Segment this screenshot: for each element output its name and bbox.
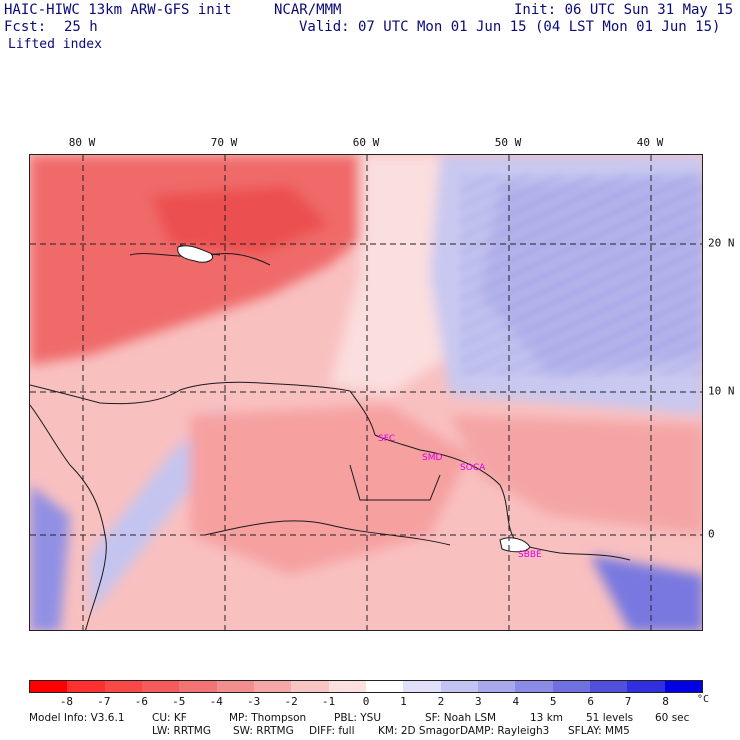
pacific-positive-region (30, 485, 70, 630)
forecast-hour: 25 h (64, 19, 98, 35)
graticule (30, 155, 702, 630)
lat-label-10n: 10 N (708, 384, 735, 398)
andes-positive-streak (90, 405, 220, 615)
colorbar (29, 680, 703, 693)
place-label-sbbe: SBBE (518, 550, 542, 560)
footer-sflay: SFLAY: MM5 (568, 725, 630, 737)
amazon-river (204, 520, 451, 546)
lon-label-50w: 50 W (494, 136, 522, 149)
lon-label-40w: 40 W (636, 136, 664, 149)
lifted-index-map: SFC SMD SOCA SBBE (29, 154, 703, 631)
neutral-band (330, 155, 460, 395)
colorbar-swatch (664, 681, 702, 692)
lon-label-80w: 80 W (68, 136, 96, 149)
colorbar-swatch (30, 681, 68, 692)
colorbar-tick-label: 4 (512, 695, 520, 708)
lon-label-60w: 60 W (352, 136, 380, 149)
colorbar-swatch (477, 681, 516, 692)
guiana-negative-region (450, 415, 702, 535)
core-negative-region (150, 185, 330, 255)
colorbar-swatch (328, 681, 366, 692)
colorbar-swatch (179, 681, 217, 692)
colorbar-tick-label: -3 (247, 695, 261, 708)
place-label-soca: SOCA (460, 463, 486, 473)
colorbar-swatch (253, 681, 292, 692)
footer-sw: SW: RRTMG (233, 725, 294, 737)
footer-km: KM: 2D Smagor (378, 725, 460, 737)
colorbar-swatch (403, 681, 441, 692)
colorbar-tick-label: 3 (475, 695, 482, 708)
footer-resolution: 13 km (530, 712, 564, 724)
model-title: HAIC-HIWC 13km ARW-GFS init (4, 2, 232, 18)
footer-pbl: PBL: YSU (334, 712, 382, 724)
colorbar-swatch (440, 681, 478, 692)
colorbar-swatch (291, 681, 329, 692)
place-label-smd: SMD (422, 453, 442, 463)
footer-mp: MP: Thompson (229, 712, 307, 724)
lat-label-20n: 20 N (708, 236, 735, 250)
colorbar-tick-label: -4 (209, 695, 223, 708)
se-positive-corner (590, 555, 702, 630)
footer-damp: DAMP: Rayleigh3 (460, 725, 550, 737)
footer-timestep: 60 sec (655, 712, 690, 724)
colorbar-tick-label: -2 (284, 695, 298, 708)
footer-levels: 51 levels (586, 712, 634, 724)
colorbar-unit: °C (697, 694, 710, 705)
marajo-island (499, 537, 531, 553)
colorbar-tick-label: 8 (662, 695, 669, 708)
colorbar-swatch (141, 681, 180, 692)
valid-time: Valid: 07 UTC Mon 01 Jun 15 (04 LST Mon … (299, 19, 721, 35)
colorbar-tick-label: -1 (321, 695, 336, 708)
forecast-label: Fcst: (4, 19, 47, 35)
colorbar-swatch (552, 681, 590, 692)
colorbar-swatch (104, 681, 142, 692)
colorbar-tick-label: 7 (624, 695, 632, 708)
field-name: Lifted index (8, 37, 102, 52)
colorbar-tick-label: 6 (587, 695, 594, 708)
colorbar-swatch (515, 681, 553, 692)
colorbar-tick-label: -6 (134, 695, 148, 708)
colorbar-tick-label: 5 (549, 695, 557, 708)
footer-diff: DIFF: full (309, 725, 355, 737)
colorbar-tick-label: 2 (437, 695, 445, 708)
colorbar-swatch (67, 681, 105, 692)
footer-model-info: Model Info: V3.6.1 (29, 712, 125, 724)
colorbar-swatch (627, 681, 665, 692)
hispaniola-island (177, 245, 214, 263)
org-label: NCAR/MMM (274, 2, 342, 18)
colorbar-swatch (365, 681, 404, 692)
colorbar-tick-label: 1 (400, 695, 407, 708)
colorbar-swatch (216, 681, 254, 692)
init-time: Init: 06 UTC Sun 31 May 15 (514, 2, 734, 18)
place-label-sfc: SFC (378, 434, 395, 444)
footer-sf: SF: Noah LSM (425, 712, 497, 724)
lat-label-0: 0 (708, 527, 715, 541)
amazon-negative-region (190, 405, 470, 575)
footer-cu: CU: KF (152, 712, 187, 724)
white-islands (177, 245, 531, 553)
border-line (349, 464, 441, 501)
colorbar-swatch (589, 681, 628, 692)
colorbar-tick-label: -8 (59, 695, 74, 708)
guianas-coast (349, 390, 516, 541)
colorbar-tick-label: 0 (362, 695, 370, 708)
streak-texture (460, 175, 702, 375)
colorbar-tick-label: -5 (172, 695, 186, 708)
pacific-coast (30, 404, 107, 630)
map-canvas: SFC SMD SOCA SBBE (30, 155, 702, 630)
venezuela-coast (30, 381, 351, 405)
colorbar-tick-label: -7 (97, 695, 111, 708)
lon-label-70w: 70 W (210, 136, 238, 149)
footer-lw: LW: RRTMG (152, 725, 211, 737)
